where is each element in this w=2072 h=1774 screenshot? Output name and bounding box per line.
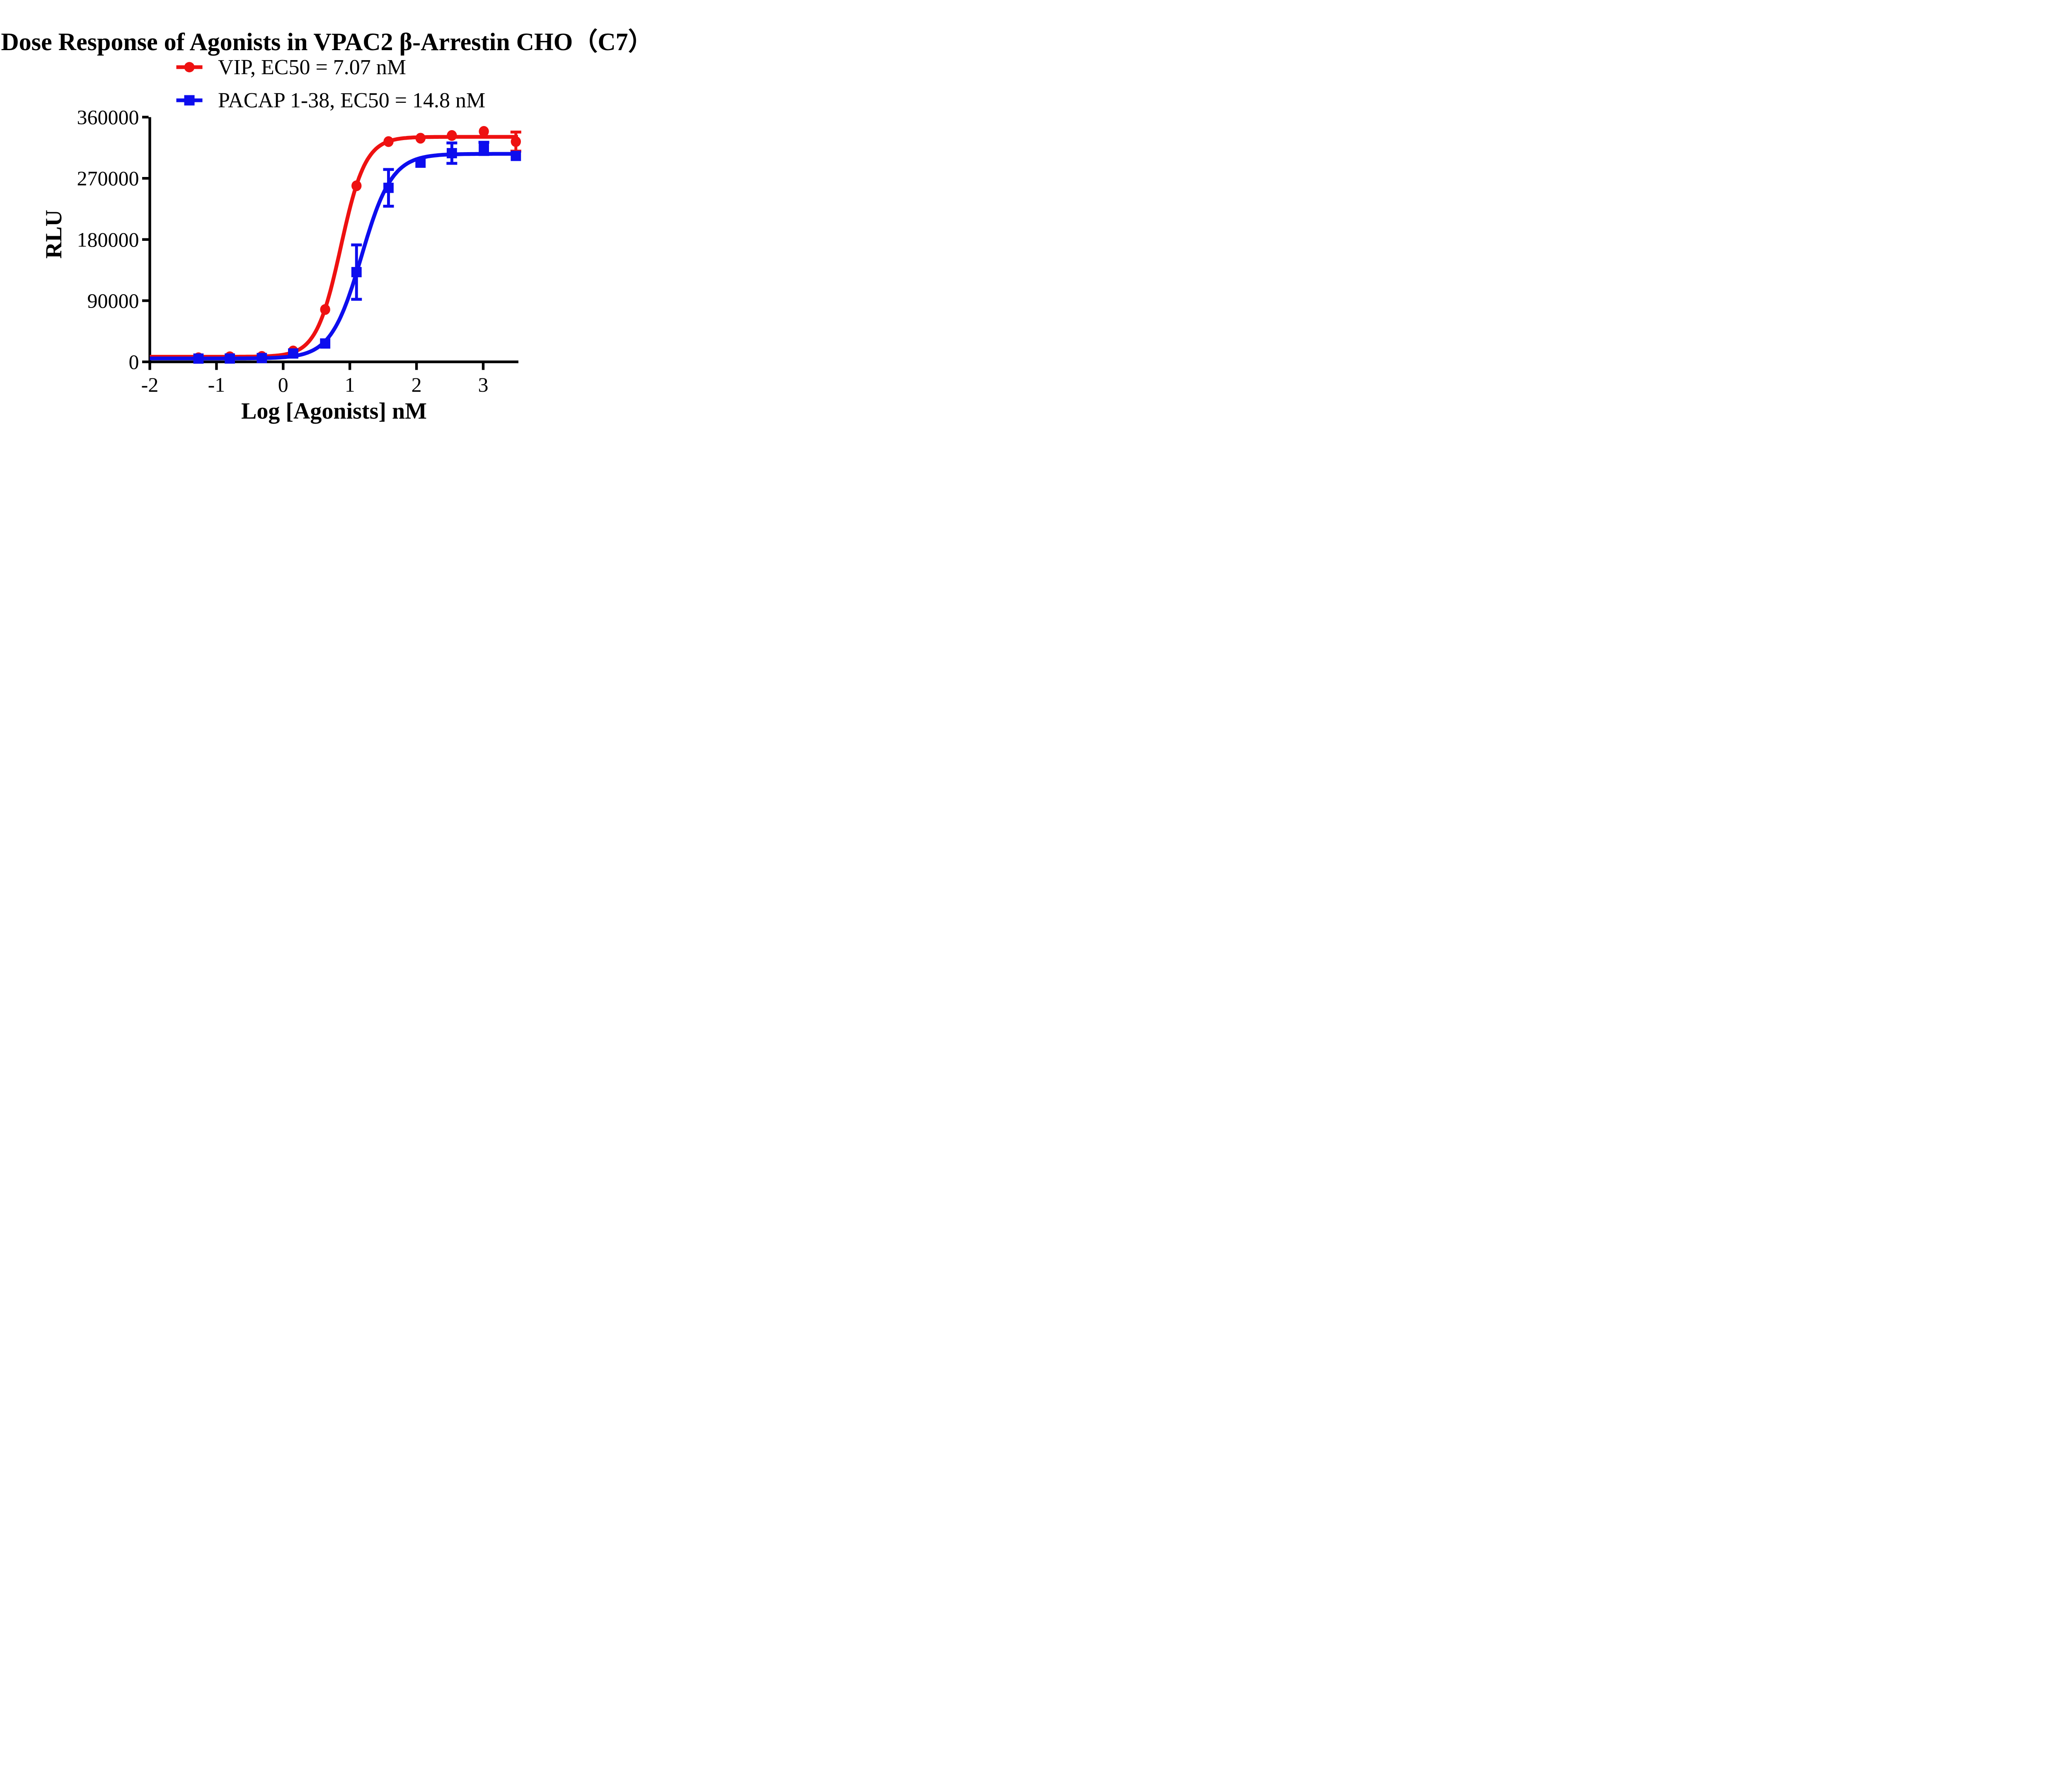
fit-curve-0 [149, 135, 518, 359]
x-axis-label: Log [Agonists] nM [241, 398, 427, 424]
data-point-0 [320, 304, 330, 315]
data-point-1 [351, 267, 362, 277]
data-point-1 [383, 182, 394, 193]
chart-canvas: Dose Response of Agonists in VPAC2 β-Arr… [0, 0, 666, 444]
y-tick-label: 180000 [77, 228, 139, 251]
x-tick-label: 0 [278, 373, 288, 396]
y-tick-label: 270000 [77, 167, 139, 190]
data-point-1 [446, 148, 457, 158]
data-point-0 [383, 136, 394, 147]
y-tick-label: 0 [129, 350, 139, 373]
data-point-1 [257, 353, 267, 364]
data-point-1 [511, 150, 521, 161]
data-point-1 [288, 348, 298, 359]
chart-title: Dose Response of Agonists in VPAC2 β-Arr… [1, 28, 653, 56]
x-tick-label: 3 [478, 373, 489, 396]
data-point-1 [479, 143, 489, 154]
legend-label-pacap: PACAP 1-38, EC50 = 14.8 nM [218, 88, 486, 112]
legend-item-pacap: PACAP 1-38, EC50 = 14.8 nM [176, 89, 485, 112]
data-point-0 [447, 130, 457, 141]
data-point-0 [479, 126, 489, 137]
y-axis-label: RLU [41, 209, 67, 259]
legend: VIP, EC50 = 7.07 nM PACAP 1-38, EC50 = 1… [176, 56, 485, 122]
y-tick-label: 90000 [87, 289, 139, 312]
x-tick-label: 2 [411, 373, 422, 396]
x-tick-label: 1 [345, 373, 355, 396]
data-point-0 [415, 133, 426, 144]
data-point-1 [320, 338, 331, 349]
data-point-1 [193, 353, 204, 364]
x-tick-label: -1 [208, 373, 225, 396]
x-tick-label: -2 [141, 373, 159, 396]
fit-curve-1 [149, 152, 518, 361]
data-point-1 [415, 158, 426, 168]
legend-label-vip: VIP, EC50 = 7.07 nM [218, 55, 407, 79]
dose-response-plot: 0 90000 180000 270000 360000 -2 -1 0 1 2 3 [77, 106, 521, 396]
data-point-0 [511, 136, 521, 147]
data-point-0 [351, 180, 362, 191]
vip-circle-marker-icon [176, 62, 203, 73]
y-tick-label: 360000 [77, 106, 139, 129]
legend-item-vip: VIP, EC50 = 7.07 nM [176, 56, 485, 79]
data-point-1 [225, 353, 235, 364]
pacap-square-marker-icon [176, 95, 203, 106]
